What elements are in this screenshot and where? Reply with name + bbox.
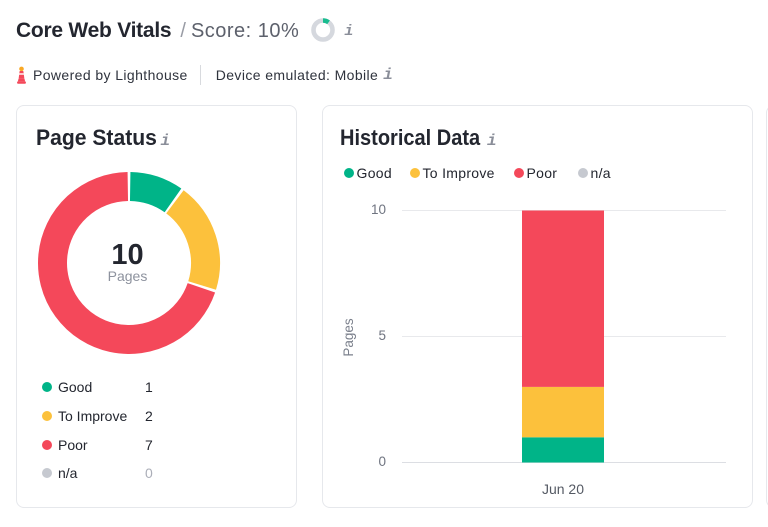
svg-text:5: 5 xyxy=(378,328,386,343)
svg-text:10: 10 xyxy=(371,202,386,217)
svg-text:0: 0 xyxy=(378,454,386,469)
svg-text:To Improve: To Improve xyxy=(423,165,495,181)
svg-text:Pages: Pages xyxy=(341,318,356,357)
svg-text:Good: Good xyxy=(357,165,392,181)
svg-text:Jun 20: Jun 20 xyxy=(542,481,584,497)
svg-text:n/a: n/a xyxy=(591,165,611,181)
svg-text:Poor: Poor xyxy=(527,165,558,181)
